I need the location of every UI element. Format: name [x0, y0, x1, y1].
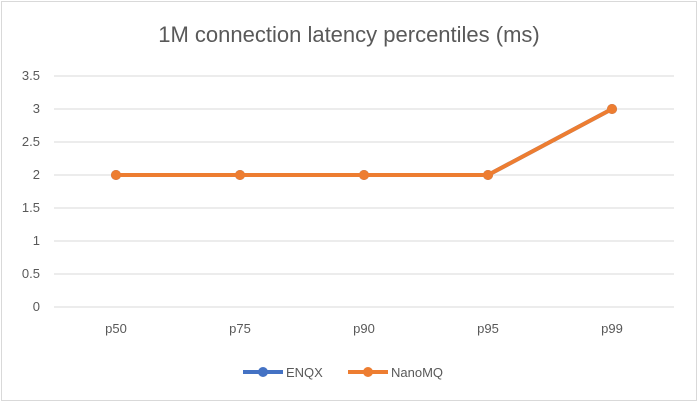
- y-tick-label: 0.5: [22, 266, 40, 281]
- legend-marker-enqx: [258, 367, 268, 377]
- data-point-nanomq: [359, 170, 369, 180]
- legend-marker-nanomq: [363, 367, 373, 377]
- legend-label: ENQX: [286, 365, 323, 380]
- y-tick-label: 1.5: [22, 200, 40, 215]
- y-tick-label: 3: [33, 101, 40, 116]
- x-tick-label: p75: [229, 321, 251, 336]
- x-tick-label: p99: [601, 321, 623, 336]
- data-point-nanomq: [483, 170, 493, 180]
- x-tick-label: p95: [477, 321, 499, 336]
- y-tick-label: 0: [33, 299, 40, 314]
- data-point-nanomq: [607, 104, 617, 114]
- data-point-nanomq: [111, 170, 121, 180]
- y-tick-label: 3.5: [22, 68, 40, 83]
- data-point-nanomq: [235, 170, 245, 180]
- chart-title: 1M connection latency percentiles (ms): [158, 22, 540, 47]
- x-tick-label: p90: [353, 321, 375, 336]
- legend-label: NanoMQ: [391, 365, 443, 380]
- x-tick-label: p50: [105, 321, 127, 336]
- y-tick-label: 1: [33, 233, 40, 248]
- y-tick-label: 2.5: [22, 134, 40, 149]
- y-tick-label: 2: [33, 167, 40, 182]
